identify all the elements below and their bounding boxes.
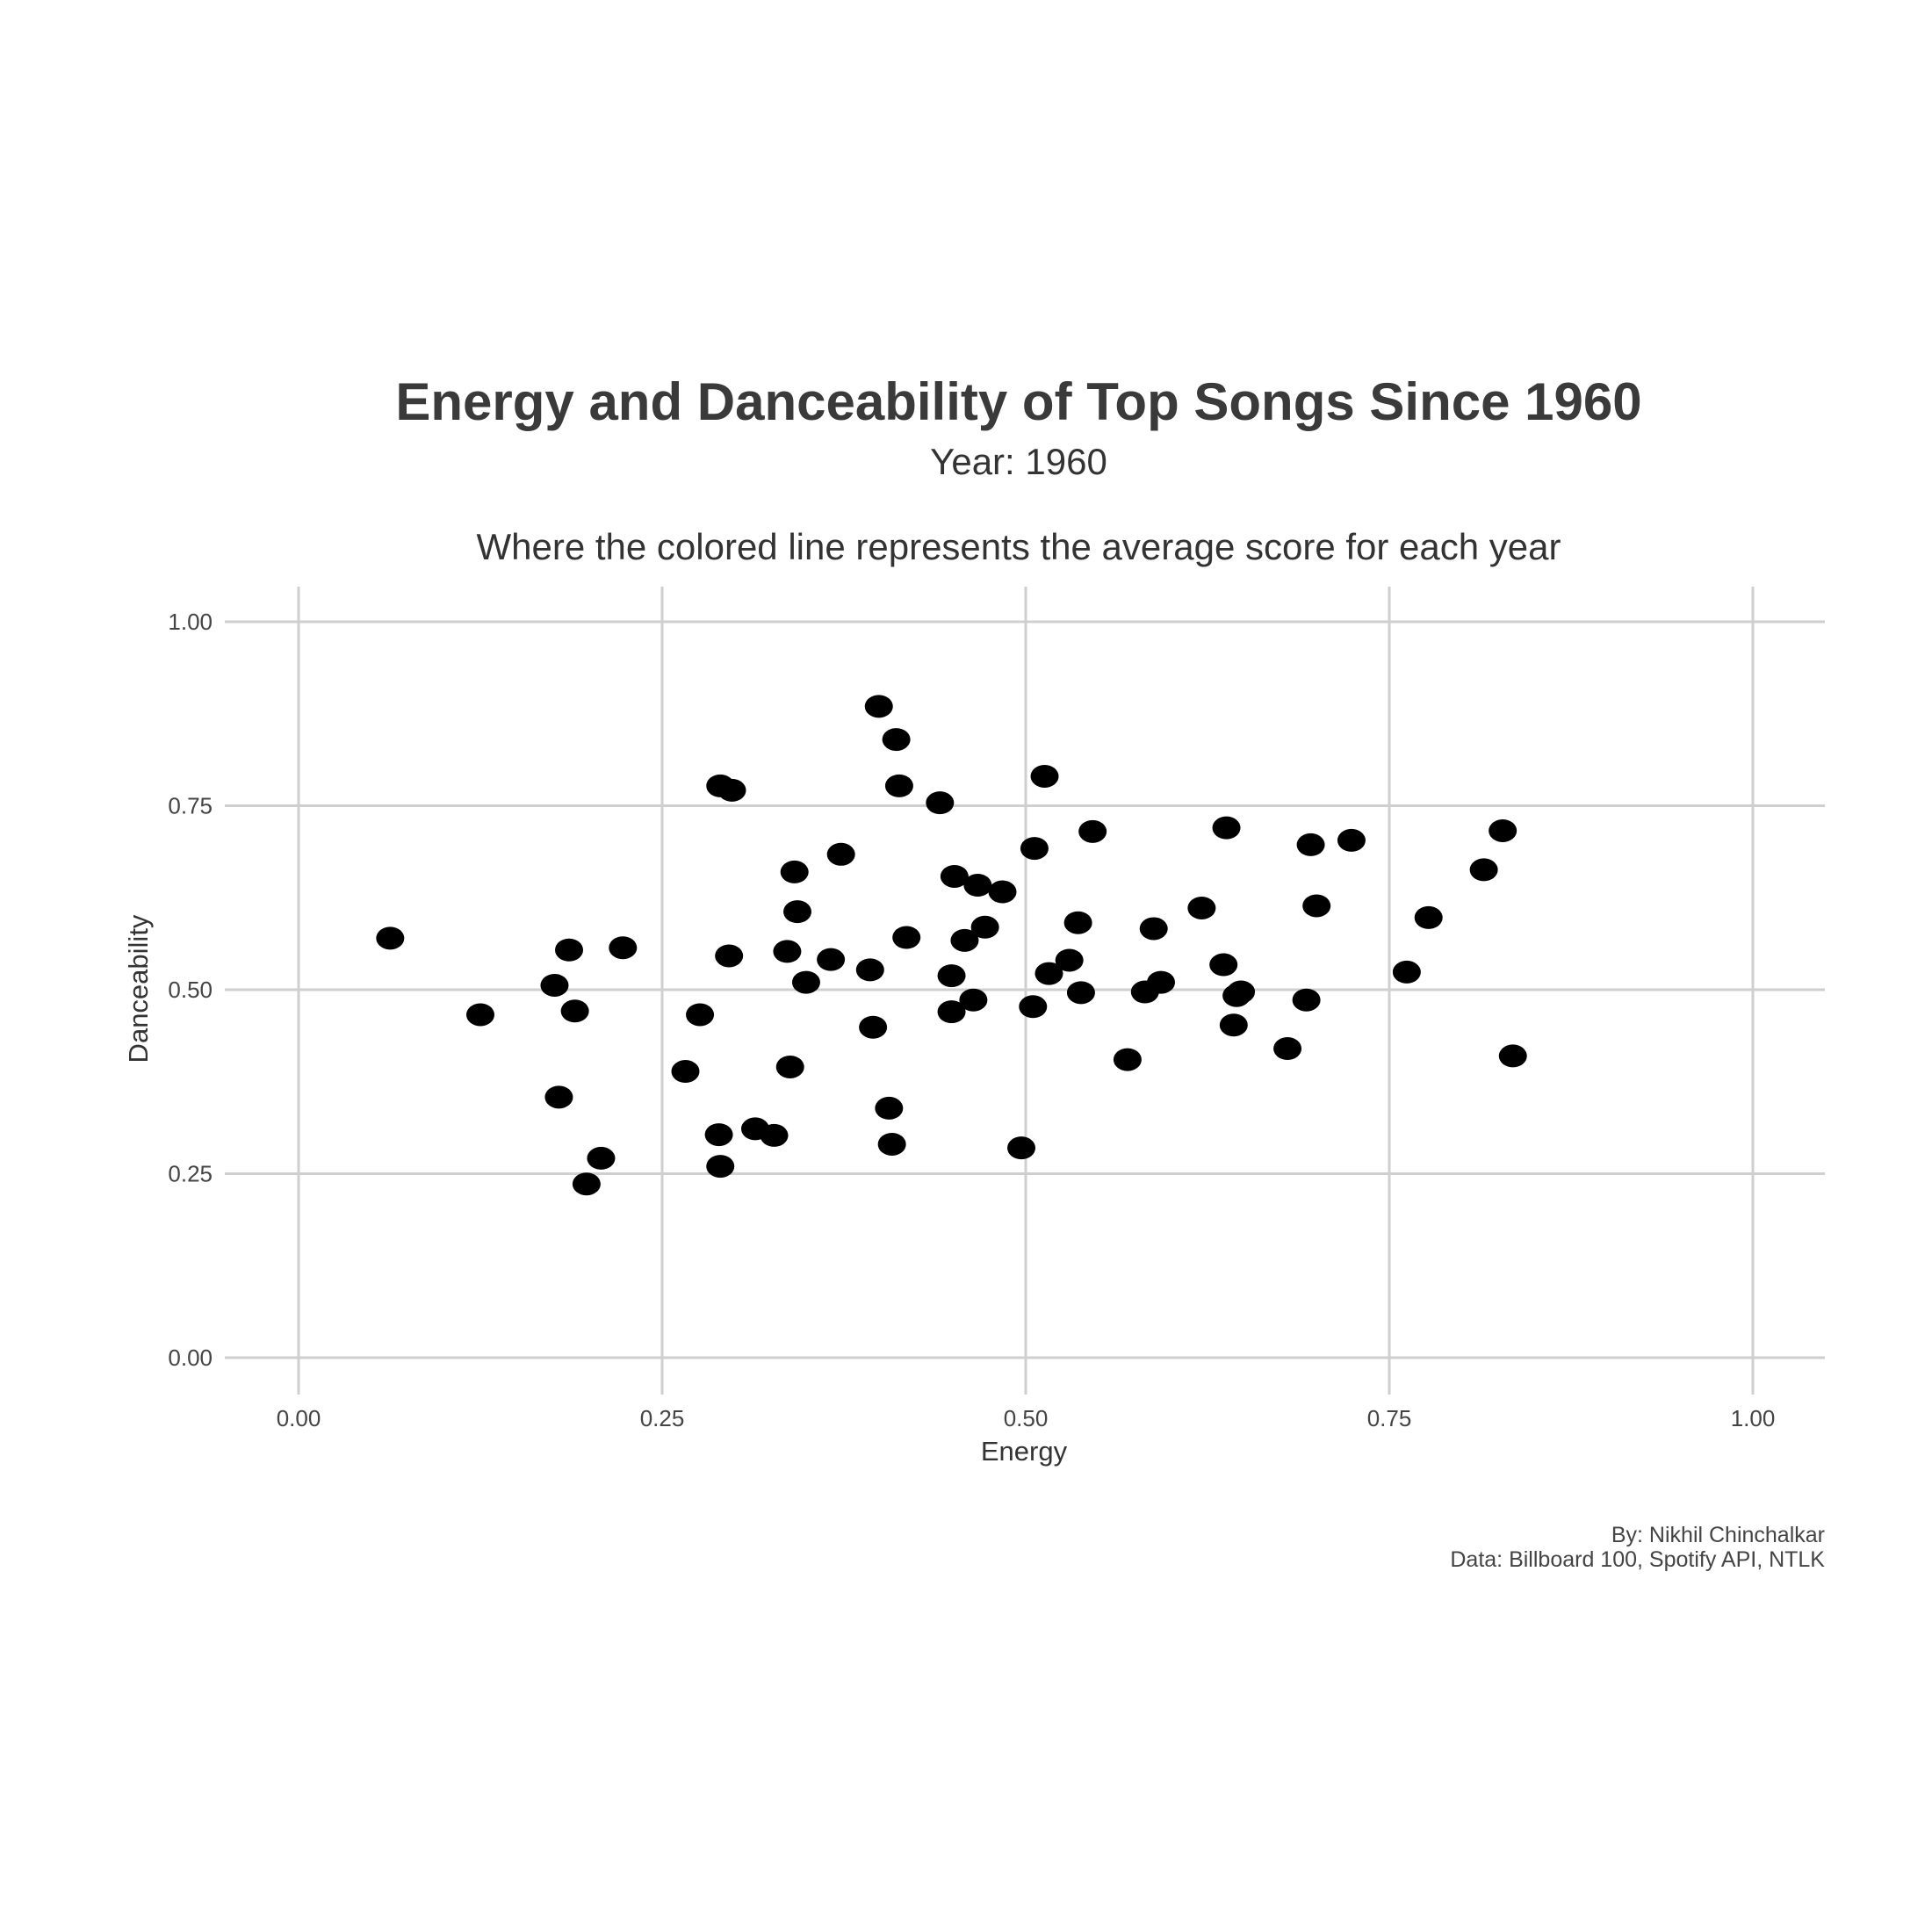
- chart-note: Where the colored line represents the av…: [476, 526, 1561, 567]
- data-point: [1113, 1048, 1142, 1071]
- data-point: [466, 1003, 494, 1027]
- data-point: [1147, 970, 1176, 994]
- data-point: [875, 1096, 904, 1120]
- data-point: [1030, 764, 1059, 788]
- data-point: [1498, 1044, 1527, 1068]
- data-point: [864, 695, 893, 718]
- data-point: [1019, 995, 1048, 1019]
- data-point: [1392, 960, 1421, 984]
- data-point: [715, 944, 744, 968]
- chart-subtitle: Year: 1960: [930, 441, 1107, 482]
- data-point: [926, 791, 955, 815]
- data-point: [963, 874, 992, 898]
- data-point: [884, 774, 913, 797]
- data-point: [783, 900, 812, 924]
- data-point: [1212, 816, 1241, 840]
- data-point: [1055, 948, 1084, 972]
- data-point: [937, 964, 966, 988]
- x-tick-label: 0.75: [1367, 1405, 1412, 1431]
- data-point: [1302, 894, 1331, 918]
- y-tick-label: 1.00: [168, 609, 213, 635]
- data-point: [780, 860, 809, 883]
- data-point: [1337, 828, 1366, 852]
- chart-title: Energy and Danceability of Top Songs Sin…: [395, 372, 1641, 431]
- y-axis-title: Danceability: [123, 914, 154, 1063]
- y-gridlines: [225, 620, 1825, 1359]
- x-tick-label: 0.25: [640, 1405, 685, 1431]
- data-point: [1063, 911, 1092, 934]
- data-point: [950, 928, 979, 952]
- data-point: [1007, 1136, 1036, 1160]
- data-point: [877, 1132, 906, 1156]
- data-point: [572, 1172, 601, 1196]
- data-point: [560, 999, 589, 1023]
- data-point: [706, 1155, 735, 1179]
- y-tick-labels: 0.00 0.25 0.50 0.75 1.00: [168, 609, 213, 1371]
- data-point: [1414, 905, 1443, 929]
- data-point: [1139, 917, 1168, 941]
- data-points: [376, 695, 1527, 1196]
- data-point: [540, 973, 569, 997]
- y-tick-label: 0.50: [168, 977, 213, 1003]
- data-point: [587, 1146, 616, 1170]
- data-point: [859, 1015, 888, 1039]
- caption-source: Data: Billboard 100, Spotify API, NTLK: [1450, 1547, 1825, 1572]
- data-point: [940, 864, 969, 888]
- data-point: [855, 958, 884, 982]
- data-point: [1209, 953, 1238, 977]
- data-point: [1034, 962, 1063, 985]
- data-point: [1187, 896, 1216, 919]
- data-point: [1219, 1013, 1248, 1037]
- data-point: [686, 1003, 715, 1027]
- data-point: [826, 842, 855, 866]
- data-point: [1292, 988, 1321, 1012]
- data-point: [555, 938, 584, 962]
- data-point: [544, 1085, 573, 1109]
- data-point: [1078, 819, 1107, 843]
- data-point: [988, 880, 1017, 904]
- caption-author: By: Nikhil Chinchalkar: [1611, 1523, 1825, 1547]
- data-point: [704, 1123, 733, 1147]
- x-tick-label: 1.00: [1731, 1405, 1776, 1431]
- data-point: [760, 1123, 789, 1147]
- data-point: [717, 778, 746, 802]
- data-point: [1296, 833, 1325, 856]
- data-point: [376, 926, 405, 950]
- data-point: [1273, 1037, 1302, 1061]
- x-tick-label: 0.50: [1004, 1405, 1049, 1431]
- y-tick-label: 0.75: [168, 793, 213, 819]
- data-point: [671, 1060, 700, 1084]
- data-point: [959, 988, 988, 1012]
- data-point: [775, 1055, 804, 1078]
- x-tick-label: 0.00: [277, 1405, 321, 1431]
- data-point: [817, 948, 846, 971]
- data-point: [791, 970, 820, 994]
- x-axis-title: Energy: [981, 1436, 1068, 1467]
- data-point: [1489, 818, 1517, 842]
- data-point: [1469, 858, 1498, 882]
- data-point: [1020, 837, 1049, 861]
- data-point: [937, 1000, 966, 1024]
- data-point: [609, 936, 638, 960]
- y-tick-label: 0.00: [168, 1344, 213, 1371]
- data-point: [773, 940, 802, 963]
- data-point: [882, 728, 911, 752]
- data-point: [892, 926, 921, 949]
- y-tick-label: 0.25: [168, 1161, 213, 1187]
- data-point: [1066, 981, 1095, 1005]
- x-tick-labels: 0.00 0.25 0.50 0.75 1.00: [277, 1405, 1776, 1431]
- data-point: [970, 915, 999, 939]
- data-point: [1227, 980, 1256, 1004]
